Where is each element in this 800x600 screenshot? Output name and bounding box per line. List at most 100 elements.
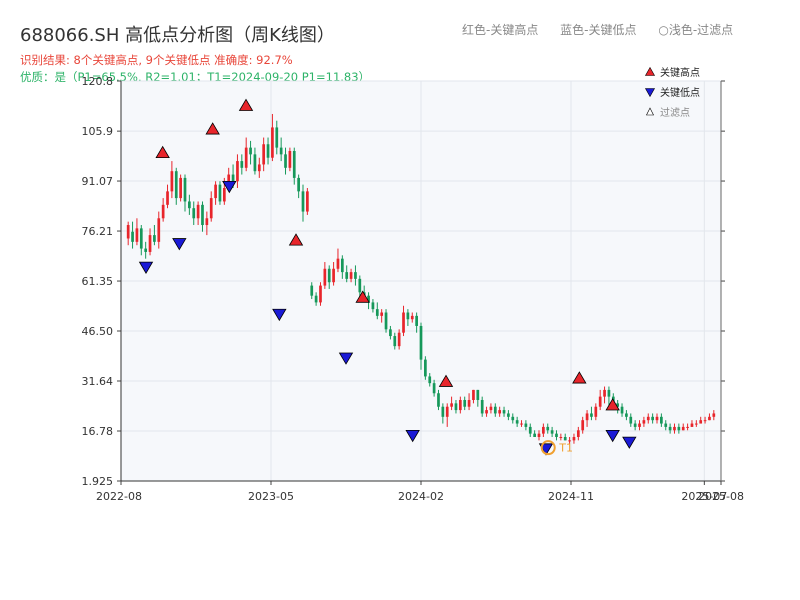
candle-body — [616, 403, 620, 407]
candle-body — [528, 426, 532, 434]
candle-body — [673, 426, 676, 431]
candle-body — [139, 228, 143, 249]
candle — [345, 265, 349, 283]
legend-red-text: 红色-关键高点 — [462, 23, 539, 37]
candle-body — [249, 147, 252, 155]
candle-body — [472, 389, 475, 400]
candle-body — [288, 150, 292, 168]
candle-body — [576, 430, 580, 438]
candle — [454, 399, 458, 414]
candle-body — [393, 336, 397, 347]
y-tick-label: 31.64 — [82, 375, 114, 388]
candle — [196, 201, 200, 226]
candle-body — [463, 399, 467, 407]
y-tick-label: 1.925 — [82, 475, 114, 488]
candle — [406, 309, 410, 326]
legend-blue-text: 蓝色-关键低点 — [560, 23, 637, 37]
candle-body — [170, 171, 174, 192]
candle-body — [686, 426, 689, 428]
candle — [493, 403, 497, 417]
x-tick-label: 2025-07 — [681, 490, 727, 503]
candle-body — [367, 295, 370, 303]
candle-body — [345, 272, 349, 279]
candle-body — [205, 218, 209, 226]
candle — [371, 299, 375, 313]
x-tick-label: 2025-08 — [698, 490, 744, 503]
candle-body — [646, 416, 650, 421]
candle-body — [410, 315, 414, 320]
candle-body — [244, 147, 248, 168]
candle — [629, 413, 633, 427]
candle-body — [323, 268, 327, 286]
candle — [480, 396, 484, 417]
candle-body — [279, 147, 283, 155]
candle-body — [585, 413, 589, 421]
candle-body — [655, 416, 659, 421]
candle — [651, 413, 654, 424]
candle — [537, 430, 541, 441]
key-high-marker — [155, 145, 170, 159]
candle — [703, 416, 707, 424]
candle — [686, 423, 689, 431]
candle-body — [292, 150, 296, 178]
candle — [542, 423, 545, 438]
candle — [633, 420, 637, 431]
candle-body — [253, 154, 257, 172]
candle-body — [424, 359, 427, 377]
candle — [327, 265, 331, 289]
candle — [358, 275, 362, 300]
candle-body — [642, 420, 646, 424]
candle-body — [157, 218, 161, 242]
legend-filtered-icon — [646, 107, 654, 116]
candle — [620, 403, 624, 417]
candle-body — [209, 198, 213, 219]
candle — [205, 211, 209, 236]
key-low-marker — [222, 180, 237, 194]
candle — [472, 389, 475, 404]
candle-body — [275, 127, 279, 148]
candle — [314, 292, 318, 306]
candle — [292, 147, 296, 185]
legend-item-label: 关键高点 — [660, 66, 700, 79]
candle-body — [284, 154, 287, 168]
x-tick-label: 2023-05 — [248, 490, 294, 503]
candle — [485, 406, 488, 417]
candle — [642, 416, 646, 427]
candle-body — [498, 410, 502, 414]
candle-body — [201, 204, 204, 226]
candle-body — [402, 312, 405, 333]
legend-item-label: 关键低点 — [660, 86, 700, 99]
y-tick-label: 46.50 — [82, 325, 114, 338]
candle-body — [607, 389, 611, 397]
candle — [655, 413, 659, 424]
candle-body — [467, 399, 471, 407]
candle — [590, 406, 593, 421]
candle-body — [651, 416, 654, 421]
candle — [646, 413, 650, 424]
candle-body — [712, 413, 716, 417]
x-tick-label: 2024-11 — [548, 490, 594, 503]
candle — [419, 322, 423, 370]
candle-body — [546, 426, 550, 431]
chart-title: 688066.SH 高低点分析图（周K线图） — [20, 25, 335, 46]
candle — [694, 420, 698, 427]
candle-body — [555, 433, 558, 438]
candle-body — [581, 420, 585, 431]
y-tick-label: 61.35 — [82, 275, 114, 288]
candle-body — [450, 403, 453, 407]
candle — [301, 184, 305, 222]
candle — [550, 426, 554, 438]
candle-body — [161, 204, 165, 219]
candle — [450, 396, 453, 411]
key-high-marker — [605, 398, 620, 411]
legend-filtered-text: ○浅色-过滤点 — [658, 23, 734, 37]
candle — [546, 423, 550, 434]
candle-body — [375, 309, 379, 316]
candle — [214, 181, 217, 205]
candle-body — [297, 177, 300, 192]
candle — [520, 420, 523, 427]
candle-body — [354, 272, 357, 279]
candle-body — [502, 410, 506, 414]
candle — [336, 248, 340, 273]
